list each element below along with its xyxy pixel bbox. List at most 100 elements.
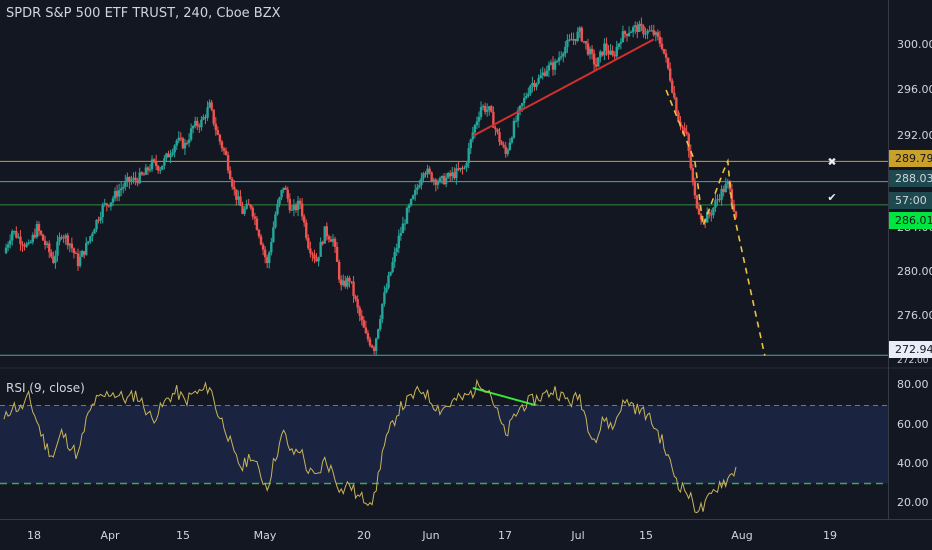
candle-body xyxy=(15,230,18,238)
candle-body xyxy=(525,96,528,98)
candle-body xyxy=(284,187,287,190)
candle-body xyxy=(428,168,431,173)
candle-body xyxy=(623,31,627,35)
candle-body xyxy=(448,173,452,177)
projection-path xyxy=(665,89,766,356)
candle-body xyxy=(333,238,337,247)
candle-body xyxy=(695,195,699,209)
candle-body xyxy=(157,166,160,171)
candle-body xyxy=(527,93,530,97)
candle-body xyxy=(233,186,236,190)
candle-body xyxy=(541,72,544,76)
time-label: Apr xyxy=(100,529,120,542)
candle-body xyxy=(93,229,96,234)
candle-body xyxy=(430,172,433,182)
candle-body xyxy=(681,126,684,128)
candle-body xyxy=(337,261,341,280)
candle-body xyxy=(543,72,546,76)
candle-body xyxy=(198,126,201,128)
candle-body xyxy=(377,329,380,339)
candle-body xyxy=(619,42,623,44)
candle-body xyxy=(23,245,26,247)
candle-body xyxy=(210,102,213,110)
candle-body xyxy=(270,242,273,253)
candle-body xyxy=(4,247,8,254)
candle-body xyxy=(101,204,104,217)
price-tag-teal: 288.03 xyxy=(889,170,932,187)
candle-body xyxy=(62,237,65,239)
candle-body xyxy=(136,180,139,184)
candle-body xyxy=(21,244,24,246)
candle-body xyxy=(483,105,487,112)
candle-body xyxy=(492,111,495,128)
candle-body xyxy=(531,82,534,86)
candle-body xyxy=(706,212,709,223)
candle-body xyxy=(683,127,686,132)
candle-body xyxy=(340,279,343,286)
candle-body xyxy=(500,141,503,145)
candle-body xyxy=(122,186,125,189)
candle-body xyxy=(117,190,121,197)
candle-body xyxy=(115,191,119,197)
price-tag-support: 272.94 xyxy=(889,341,932,358)
time-label: Jun xyxy=(422,529,440,542)
candle-body xyxy=(290,209,294,211)
candle-body xyxy=(241,205,244,214)
candle-body xyxy=(578,27,581,32)
candle-body xyxy=(80,251,84,257)
candle-body xyxy=(352,281,355,297)
candle-body xyxy=(257,229,261,237)
candle-body xyxy=(274,214,277,228)
time-label: Jul xyxy=(571,529,585,542)
candle-body xyxy=(609,50,612,55)
candle-body xyxy=(37,224,41,231)
candle-body xyxy=(58,236,61,242)
candle-body xyxy=(120,188,123,191)
candle-body xyxy=(247,203,250,205)
candle-body xyxy=(43,240,47,246)
candle-body xyxy=(708,212,711,215)
rsi-tick: 20.00 xyxy=(897,496,929,509)
candle-body xyxy=(85,242,88,255)
candle-body xyxy=(407,205,411,209)
candle-body xyxy=(442,175,446,185)
candle-body xyxy=(664,53,668,58)
candle-body xyxy=(574,38,577,41)
candle-body xyxy=(296,200,300,211)
candle-body xyxy=(381,303,384,320)
candle-body xyxy=(224,150,228,156)
candle-body xyxy=(405,208,409,224)
candle-body xyxy=(113,191,117,199)
candle-body xyxy=(31,234,34,243)
candle-body xyxy=(161,165,164,170)
candle-body xyxy=(66,235,69,246)
candle-body xyxy=(465,163,468,168)
candle-body xyxy=(504,146,507,154)
candle-body xyxy=(8,240,12,245)
candle-body xyxy=(393,252,396,262)
candle-body xyxy=(636,25,639,32)
candle-body xyxy=(276,204,279,215)
candle-body xyxy=(329,239,333,242)
candle-body xyxy=(261,244,265,250)
candle-body xyxy=(481,105,485,108)
candle-body xyxy=(243,208,246,214)
candle-body xyxy=(650,30,653,32)
candle-body xyxy=(335,246,339,262)
candle-body xyxy=(78,256,82,267)
candle-body xyxy=(97,219,100,221)
candle-body xyxy=(356,299,359,308)
candle-body xyxy=(239,196,242,206)
candle-body xyxy=(689,150,692,168)
candle-body xyxy=(673,92,676,98)
candle-body xyxy=(488,106,491,110)
candle-body xyxy=(200,119,203,128)
candle-body xyxy=(566,40,569,47)
candle-body xyxy=(218,134,222,142)
candle-body xyxy=(17,236,20,238)
candle-body xyxy=(387,275,390,288)
candle-body xyxy=(56,241,59,256)
candle-body xyxy=(344,280,347,287)
candle-body xyxy=(494,127,497,130)
